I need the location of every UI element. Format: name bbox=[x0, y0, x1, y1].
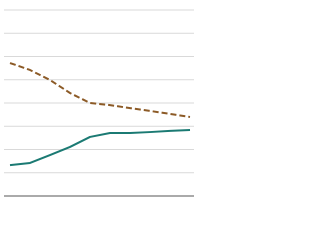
series-line bbox=[9, 62, 191, 118]
chart bbox=[4, 9, 194, 197]
series-line bbox=[9, 128, 191, 167]
